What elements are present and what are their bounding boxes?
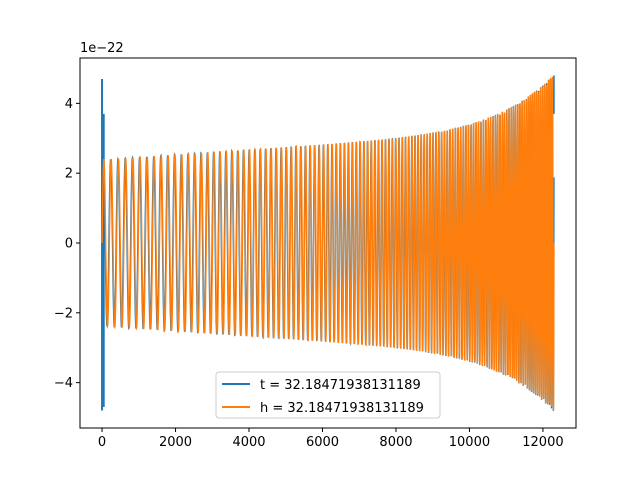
- legend-label-t: t = 32.18471938131189: [260, 378, 421, 393]
- y-tick-label: −4: [54, 376, 73, 391]
- y-tick-label: 0: [65, 237, 73, 252]
- x-tick-label: 0: [98, 435, 106, 450]
- x-tick-label: 12000: [522, 435, 563, 450]
- y-tick-label: 2: [65, 167, 73, 182]
- y-tick-label: −2: [54, 306, 73, 321]
- x-tick-label: 4000: [232, 435, 265, 450]
- y-offset-text: 1e−22: [80, 41, 124, 56]
- legend-box: [215, 371, 441, 419]
- y-tick-label: 4: [65, 97, 73, 112]
- series-line-h: [101, 76, 555, 410]
- legend-label-h: h = 32.18471938131189: [260, 401, 424, 416]
- x-tick-label: 6000: [306, 435, 339, 450]
- x-tick-label: 10000: [449, 435, 490, 450]
- x-tick-label: 8000: [379, 435, 412, 450]
- legend: t = 32.18471938131189 h = 32.18471938131…: [215, 371, 441, 419]
- x-tick-label: 2000: [159, 435, 192, 450]
- series-spike-t: [101, 78, 105, 411]
